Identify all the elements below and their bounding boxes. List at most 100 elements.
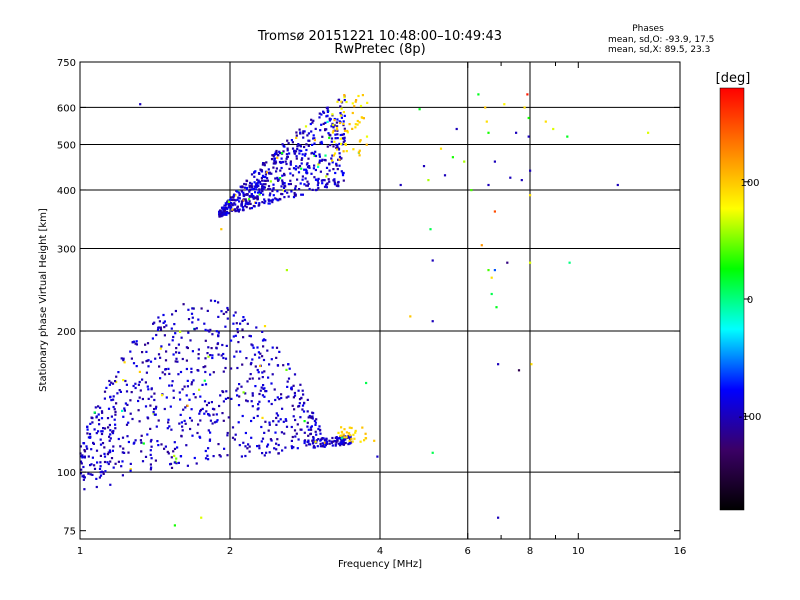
data-point [233, 202, 236, 205]
data-point [295, 155, 298, 158]
data-point [296, 147, 299, 151]
data-point [263, 186, 266, 189]
data-point [292, 415, 295, 418]
data-point [282, 189, 285, 192]
data-point [342, 124, 345, 127]
data-point [226, 454, 229, 457]
data-point [222, 312, 225, 315]
data-point [190, 383, 193, 386]
data-point [253, 171, 256, 174]
data-point [240, 200, 244, 203]
data-point [114, 413, 117, 416]
x-tick-label: 1 [77, 546, 83, 557]
data-point [117, 371, 120, 374]
data-point [112, 405, 115, 409]
data-point [93, 467, 97, 470]
data-point [87, 472, 90, 475]
data-point [303, 441, 306, 445]
data-point [485, 120, 488, 123]
data-point [184, 422, 187, 425]
data-point [332, 129, 335, 132]
data-point [261, 394, 264, 397]
data-point [223, 447, 226, 450]
data-point [319, 445, 322, 448]
data-point [108, 435, 111, 438]
data-point [245, 188, 249, 191]
data-point [267, 429, 270, 432]
data-point [281, 143, 284, 146]
data-point [282, 364, 285, 367]
data-point [342, 150, 345, 153]
data-point [280, 166, 283, 170]
data-point [172, 396, 175, 399]
data-point [225, 213, 228, 216]
data-point [90, 448, 93, 451]
data-point [234, 203, 237, 206]
data-point [250, 193, 253, 196]
data-point [264, 173, 267, 176]
data-point [326, 183, 329, 186]
data-point [129, 469, 132, 472]
data-point [199, 395, 202, 398]
data-point [119, 390, 122, 393]
data-point [340, 116, 343, 119]
data-point [257, 191, 260, 194]
data-point [487, 269, 490, 272]
data-point [198, 435, 201, 438]
data-point [313, 154, 316, 157]
data-point [284, 418, 287, 421]
x-tick-label: 8 [527, 546, 533, 557]
data-point [141, 378, 144, 381]
data-point [266, 177, 269, 180]
data-point [218, 214, 221, 217]
data-point [208, 330, 211, 333]
data-point [326, 145, 329, 148]
data-point [506, 261, 509, 264]
data-point [248, 450, 251, 453]
data-point [279, 169, 282, 172]
data-point [190, 419, 193, 422]
data-point [252, 416, 255, 419]
data-point [167, 418, 170, 421]
data-point [222, 352, 225, 356]
data-point [292, 196, 296, 199]
data-point [253, 181, 256, 184]
data-point [340, 100, 343, 103]
data-point [277, 154, 280, 157]
data-point [272, 166, 275, 169]
data-point [470, 189, 473, 192]
data-point [276, 438, 279, 441]
data-point [103, 397, 106, 400]
data-point [244, 193, 247, 196]
data-point [180, 336, 183, 339]
data-point [169, 462, 173, 465]
data-point [135, 365, 138, 368]
data-point [364, 432, 367, 435]
data-point [314, 178, 318, 181]
data-point [264, 339, 267, 342]
data-point [217, 443, 220, 446]
data-point [93, 411, 96, 414]
data-point [268, 451, 271, 454]
data-point [155, 425, 158, 428]
data-point [343, 99, 346, 102]
data-point [258, 377, 261, 380]
data-point [204, 339, 207, 342]
data-point [257, 403, 260, 406]
data-point [115, 402, 118, 405]
data-point [529, 169, 532, 172]
data-point [176, 360, 179, 363]
data-point [305, 143, 308, 146]
data-point [337, 158, 340, 161]
data-point [313, 164, 316, 167]
data-point [183, 385, 186, 388]
data-point [254, 191, 257, 194]
data-point [298, 152, 301, 155]
data-point [257, 172, 261, 175]
data-point [340, 442, 344, 446]
data-point [82, 478, 85, 481]
data-point [336, 439, 339, 442]
data-point [261, 452, 264, 455]
data-point [187, 318, 191, 321]
data-point [267, 198, 270, 201]
